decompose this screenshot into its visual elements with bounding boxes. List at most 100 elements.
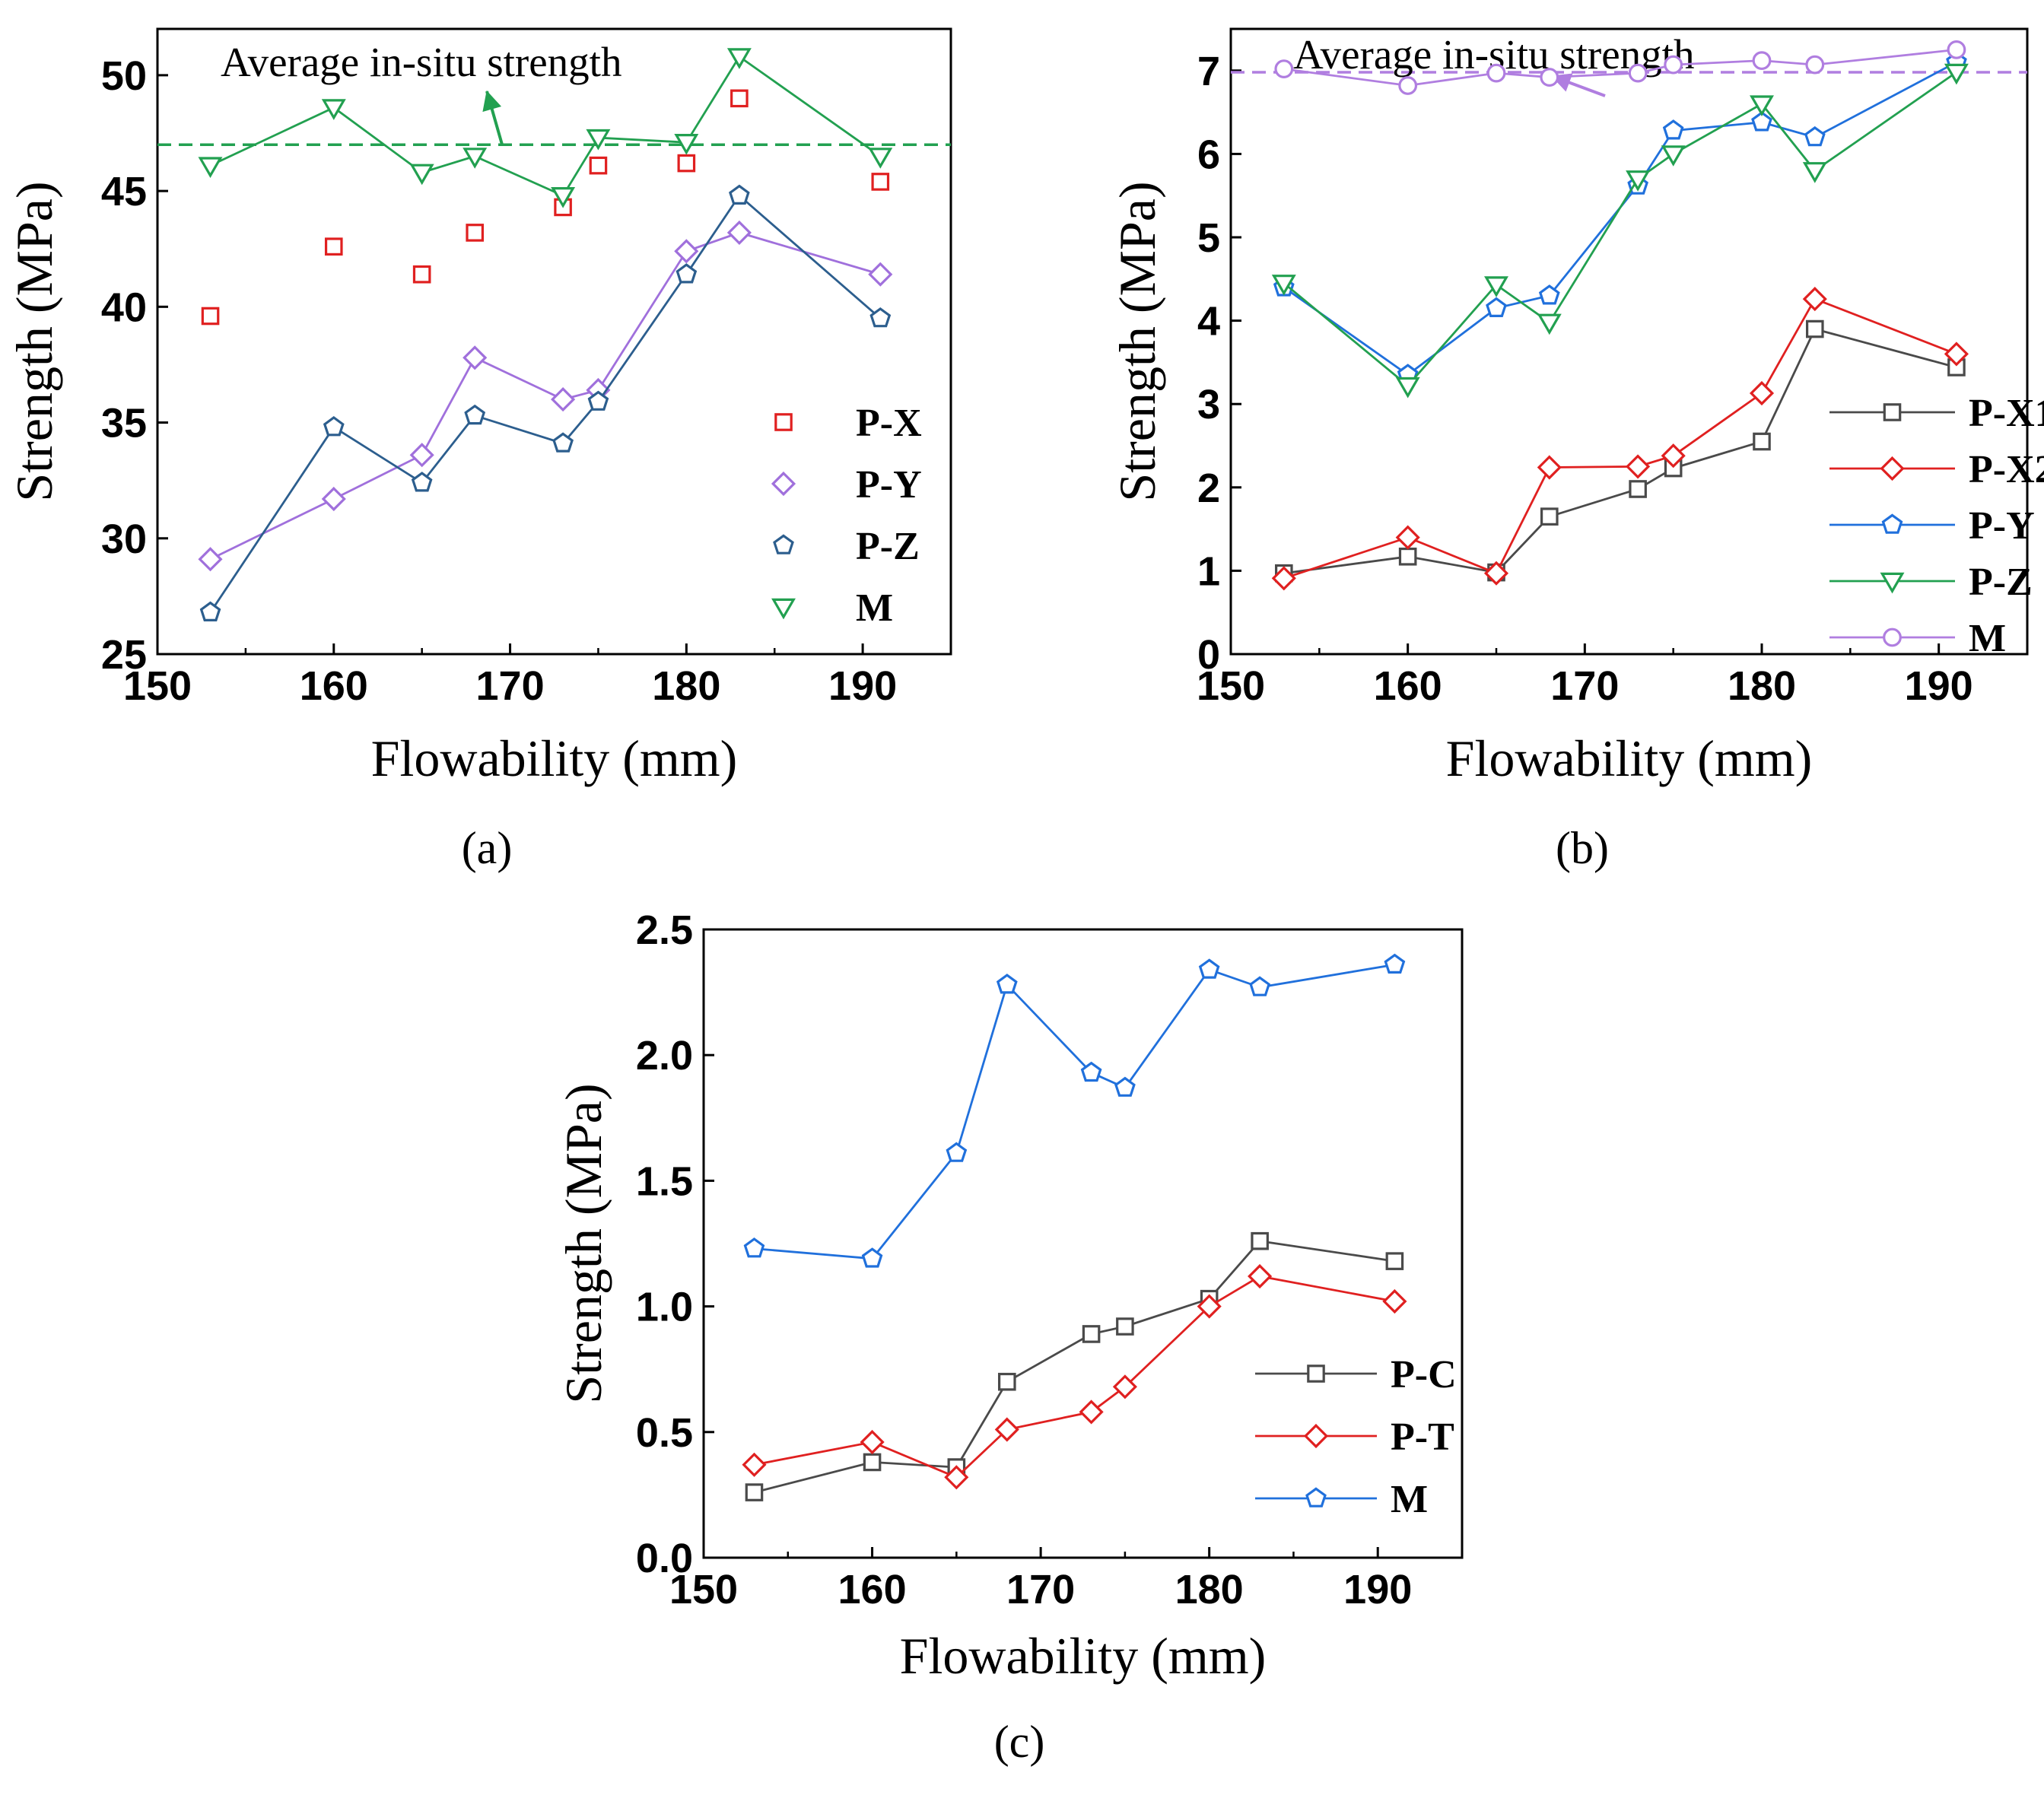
data-point xyxy=(674,134,699,155)
data-point xyxy=(1538,284,1560,305)
data-point xyxy=(745,1483,764,1501)
y-axis-label: Strength (MPa) xyxy=(5,181,63,501)
data-point xyxy=(1382,1288,1407,1314)
legend-label: P-X1 xyxy=(1969,392,2044,435)
series-m xyxy=(1274,40,1966,95)
legend-item-m: M xyxy=(1255,1478,1428,1521)
series-p-t xyxy=(742,1263,1407,1490)
y-tick-label: 2.5 xyxy=(636,907,693,953)
x-tick-label: 190 xyxy=(1905,663,1973,709)
data-point xyxy=(1274,59,1294,79)
data-point xyxy=(1626,170,1651,192)
x-axis-label: Flowability (mm) xyxy=(900,1627,1267,1685)
y-tick-label: 1.5 xyxy=(636,1158,693,1204)
data-point xyxy=(1271,275,1296,296)
series-p-z xyxy=(1271,63,1969,399)
data-point xyxy=(1248,1263,1273,1289)
legend-label: P-X xyxy=(856,402,922,445)
data-point xyxy=(1114,1076,1136,1097)
data-point xyxy=(201,307,220,326)
data-point xyxy=(551,187,576,208)
data-point xyxy=(1486,297,1507,317)
data-point xyxy=(743,1237,765,1258)
data-point xyxy=(411,472,433,492)
y-tick-label: 45 xyxy=(101,169,147,214)
data-point xyxy=(1752,51,1772,71)
data-point xyxy=(1947,40,1966,59)
legend-marker xyxy=(1881,513,1903,534)
data-point xyxy=(198,157,223,178)
x-tick-label: 180 xyxy=(1175,1567,1244,1612)
y-tick-label: 7 xyxy=(1197,49,1220,94)
x-axis-label: Flowability (mm) xyxy=(1446,729,1813,787)
legend: P-X1 P-X2 P-Y P-Z M xyxy=(1829,392,2044,660)
legend-label: M xyxy=(1391,1478,1428,1521)
data-point xyxy=(869,307,892,328)
x-tick-label: 170 xyxy=(1006,1567,1075,1612)
legend-item-p-c: P-C xyxy=(1255,1353,1457,1396)
data-point xyxy=(863,1453,882,1472)
data-point xyxy=(1805,55,1825,75)
x-tick-label: 150 xyxy=(669,1567,738,1612)
legend-marker xyxy=(1883,403,1902,421)
panel-label: (b) xyxy=(1556,823,1609,873)
data-point xyxy=(1753,432,1771,451)
series-line xyxy=(209,231,881,561)
y-axis-label: Strength (MPa) xyxy=(1108,181,1166,501)
data-point xyxy=(946,1142,968,1162)
data-point xyxy=(1537,455,1562,480)
series-line xyxy=(754,1240,1395,1494)
data-point xyxy=(1629,480,1647,498)
data-point xyxy=(589,156,608,175)
data-point xyxy=(1116,1317,1134,1336)
data-point xyxy=(996,974,1018,994)
legend-item-p-y: P-Y xyxy=(771,463,922,507)
data-point xyxy=(742,1452,767,1477)
y-tick-label: 25 xyxy=(101,632,147,678)
legend-marker xyxy=(774,413,793,431)
series-m xyxy=(743,953,1406,1268)
data-point xyxy=(944,1465,969,1490)
data-point xyxy=(1079,1399,1104,1425)
y-tick-label: 2.0 xyxy=(636,1033,693,1079)
data-point xyxy=(1661,443,1686,469)
x-tick-label: 180 xyxy=(652,663,720,709)
y-axis-label: Strength (MPa) xyxy=(555,1083,612,1403)
legend-item-m: M xyxy=(771,586,893,630)
data-point xyxy=(409,164,434,186)
data-point xyxy=(1944,63,1969,85)
data-point xyxy=(1112,1374,1137,1399)
data-point xyxy=(1398,76,1418,95)
legend-marker xyxy=(771,471,796,497)
data-point xyxy=(868,148,893,169)
data-point xyxy=(464,404,486,425)
y-tick-label: 50 xyxy=(101,53,147,99)
data-point xyxy=(868,262,893,287)
legend-item-p-x: P-X xyxy=(774,402,922,445)
data-point xyxy=(1751,111,1772,132)
data-point xyxy=(994,1417,1019,1442)
y-tick-label: 1.0 xyxy=(636,1285,693,1330)
data-point xyxy=(321,99,346,120)
series-m xyxy=(198,48,893,208)
plot-frame xyxy=(702,928,1464,1559)
legend-marker xyxy=(1307,1365,1325,1383)
data-point xyxy=(1080,1061,1102,1082)
data-point xyxy=(1249,976,1270,996)
data-point xyxy=(324,237,343,256)
legend-label: P-T xyxy=(1391,1415,1454,1459)
data-point xyxy=(1804,125,1826,147)
legend-label: P-Z xyxy=(856,525,920,568)
series-line xyxy=(754,963,1395,1260)
x-tick-label: 150 xyxy=(1197,663,1265,709)
plot-frame xyxy=(156,27,952,656)
data-point xyxy=(1540,507,1559,526)
legend-item-p-y: P-Y xyxy=(1829,504,2035,548)
legend-label: P-Y xyxy=(856,463,922,507)
chart-panel-c: 150 160 170 180 190 0.0 0.5 1.0 1.5 2.0 2.5 Flowabi… xyxy=(555,907,1464,1767)
data-point xyxy=(409,443,434,468)
data-point xyxy=(1395,376,1420,399)
legend-label: P-Z xyxy=(1969,561,2033,604)
data-point xyxy=(466,224,484,242)
data-point xyxy=(1944,342,1969,367)
